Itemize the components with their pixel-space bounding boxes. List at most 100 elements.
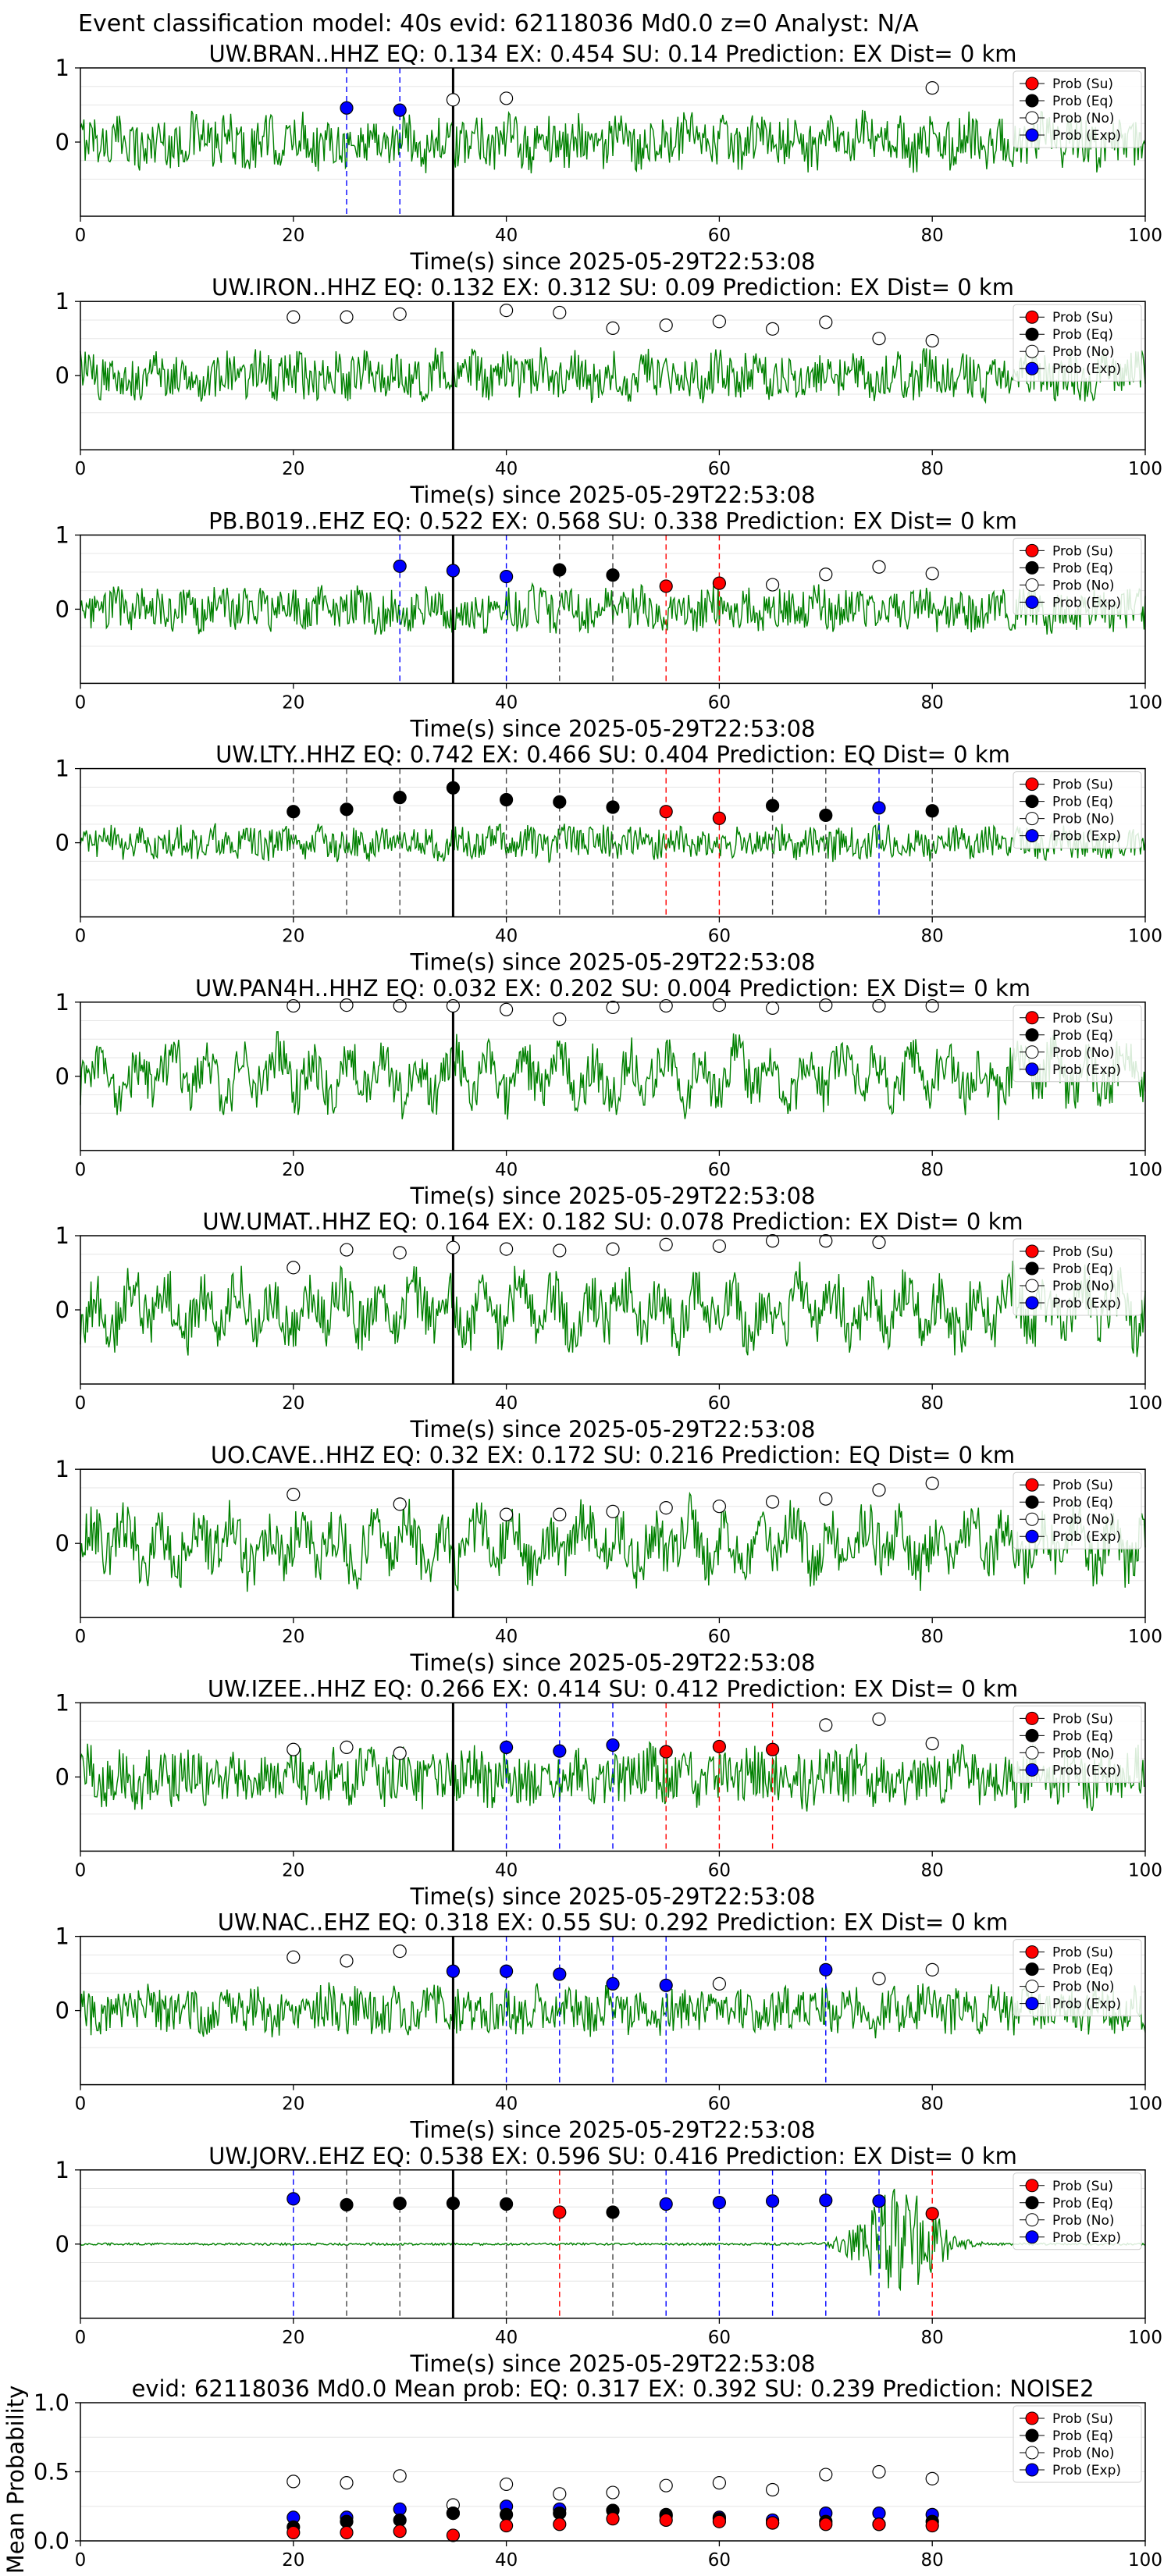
x-tick-label: 60: [708, 2550, 731, 2571]
legend-label: Prob (Exp): [1052, 2230, 1121, 2246]
y-tick-label: 0: [55, 1763, 69, 1790]
mean-prob-point-su: [765, 2516, 780, 2530]
x-tick-label: 20: [282, 459, 304, 479]
prob-marker-no: [340, 998, 354, 1012]
panel-1: UW.BRAN..HHZ EQ: 0.134 EX: 0.454 SU: 0.1…: [55, 41, 1162, 275]
prob-marker-su: [659, 805, 673, 819]
x-tick-label: 40: [495, 459, 518, 479]
panel-3: PB.B019..EHZ EQ: 0.522 EX: 0.568 SU: 0.3…: [55, 507, 1162, 742]
prob-marker-no: [765, 1001, 780, 1016]
legend-box: [1013, 1005, 1142, 1083]
prob-marker-no: [659, 998, 673, 1013]
legend-marker: [1025, 812, 1039, 826]
axes-frame: [80, 1468, 1146, 1618]
prob-marker-no: [287, 1487, 301, 1502]
x-tick-label: 0: [75, 1160, 87, 1180]
mean-prob-point-su: [287, 2525, 301, 2539]
legend-marker: [1025, 1028, 1039, 1042]
axes-frame: [80, 1702, 1146, 1852]
legend-label: Prob (Su): [1052, 1244, 1113, 1260]
legend-marker: [1025, 1997, 1039, 2011]
prob-marker-exp: [606, 1738, 620, 1752]
prob-marker-exp: [872, 2194, 886, 2208]
prob-marker-no: [872, 998, 886, 1013]
x-tick-label: 80: [921, 226, 944, 246]
panel-6: UW.UMAT..HHZ EQ: 0.164 EX: 0.182 SU: 0.0…: [55, 1208, 1162, 1443]
prob-marker-exp: [659, 1978, 673, 1992]
legend-box: [1013, 537, 1142, 615]
legend-marker: [1025, 829, 1039, 843]
legend-label: Prob (Su): [1052, 1711, 1113, 1727]
panel-9: UW.NAC..EHZ EQ: 0.318 EX: 0.55 SU: 0.292…: [55, 1909, 1162, 2144]
prob-marker-exp: [712, 2196, 727, 2210]
mean-prob-point-no: [712, 2476, 727, 2490]
prob-marker-no: [872, 1235, 886, 1250]
prob-marker-eq: [553, 795, 567, 809]
prob-marker-no: [393, 998, 407, 1013]
y-tick-label: 1: [55, 1456, 69, 1482]
mean-prob-point-su: [499, 2518, 514, 2533]
x-tick-label: 100: [1128, 1160, 1162, 1180]
prob-marker-su: [712, 811, 727, 825]
legend-marker: [1025, 2213, 1039, 2227]
legend-label: Prob (Eq): [1052, 2428, 1113, 2444]
prob-marker-exp: [393, 559, 407, 573]
x-tick-label: 60: [708, 1627, 731, 1647]
legend-marker: [1025, 1529, 1039, 1543]
prob-marker-no: [925, 1962, 939, 1976]
mean-prob-point-no: [393, 2469, 407, 2483]
x-tick-label: 80: [921, 1393, 944, 1414]
legend-label: Prob (No): [1052, 344, 1115, 360]
x-tick-label: 40: [495, 226, 518, 246]
legend-label: Prob (Su): [1052, 310, 1113, 326]
prob-marker-eq: [340, 802, 354, 817]
x-tick-label: 60: [708, 692, 731, 713]
prob-marker-eq: [393, 2196, 407, 2211]
prob-marker-no: [499, 1507, 514, 1521]
panel-8: UW.IZEE..HHZ EQ: 0.266 EX: 0.414 SU: 0.4…: [55, 1675, 1162, 1909]
x-tick-label: 100: [1128, 1860, 1162, 1880]
y-tick-label: 0: [55, 362, 69, 389]
legend-marker: [1025, 1512, 1039, 1526]
prob-marker-no: [287, 1742, 301, 1756]
mean-prob-point-no: [340, 2476, 354, 2490]
mean-prob-point-no: [765, 2482, 780, 2497]
legend-box: [1013, 1705, 1142, 1783]
x-tick-label: 0: [75, 692, 87, 713]
prob-marker-no: [765, 322, 780, 336]
legend-marker: [1025, 795, 1039, 809]
legend-label: Prob (Su): [1052, 76, 1113, 92]
x-tick-label: 60: [708, 2328, 731, 2348]
legend-marker: [1025, 2463, 1039, 2477]
axes-frame: [80, 67, 1146, 217]
prob-marker-no: [712, 1976, 727, 1991]
prob-marker-exp: [606, 1976, 620, 1991]
x-tick-label: 60: [708, 459, 731, 479]
prob-marker-eq: [499, 2197, 514, 2211]
mean-prob-point-su: [606, 2512, 620, 2526]
y-tick-label: 0.0: [34, 2528, 69, 2554]
panel-5: UW.PAN4H..HHZ EQ: 0.032 EX: 0.202 SU: 0.…: [55, 975, 1162, 1209]
panel-title: UW.BRAN..HHZ EQ: 0.134 EX: 0.454 SU: 0.1…: [208, 41, 1016, 67]
legend-marker: [1025, 1011, 1039, 1025]
x-tick-label: 80: [921, 927, 944, 947]
legend-marker: [1025, 2230, 1039, 2244]
prob-marker-no: [712, 1239, 727, 1253]
legend-marker: [1025, 1279, 1039, 1293]
y-tick-label: 1: [55, 756, 69, 782]
panel-title: UW.NAC..EHZ EQ: 0.318 EX: 0.55 SU: 0.292…: [218, 1909, 1008, 1936]
x-tick-label: 100: [1128, 1393, 1162, 1414]
x-tick-label: 80: [921, 459, 944, 479]
prob-marker-no: [499, 304, 514, 318]
panel-4: UW.LTY..HHZ EQ: 0.742 EX: 0.466 SU: 0.40…: [55, 742, 1162, 976]
prob-marker-no: [606, 1242, 620, 1256]
mean-prob-point-su: [712, 2514, 727, 2528]
legend-marker: [1025, 2446, 1039, 2460]
mean-prob-point-su: [393, 2524, 407, 2539]
y-tick-label: 0: [55, 1530, 69, 1557]
legend-label: Prob (Eq): [1052, 1261, 1113, 1277]
waveform-trace: [80, 1261, 1146, 1357]
panel-title: UW.IRON..HHZ EQ: 0.132 EX: 0.312 SU: 0.0…: [212, 274, 1014, 301]
prob-marker-exp: [765, 2194, 780, 2208]
legend-label: Prob (Exp): [1052, 829, 1121, 845]
